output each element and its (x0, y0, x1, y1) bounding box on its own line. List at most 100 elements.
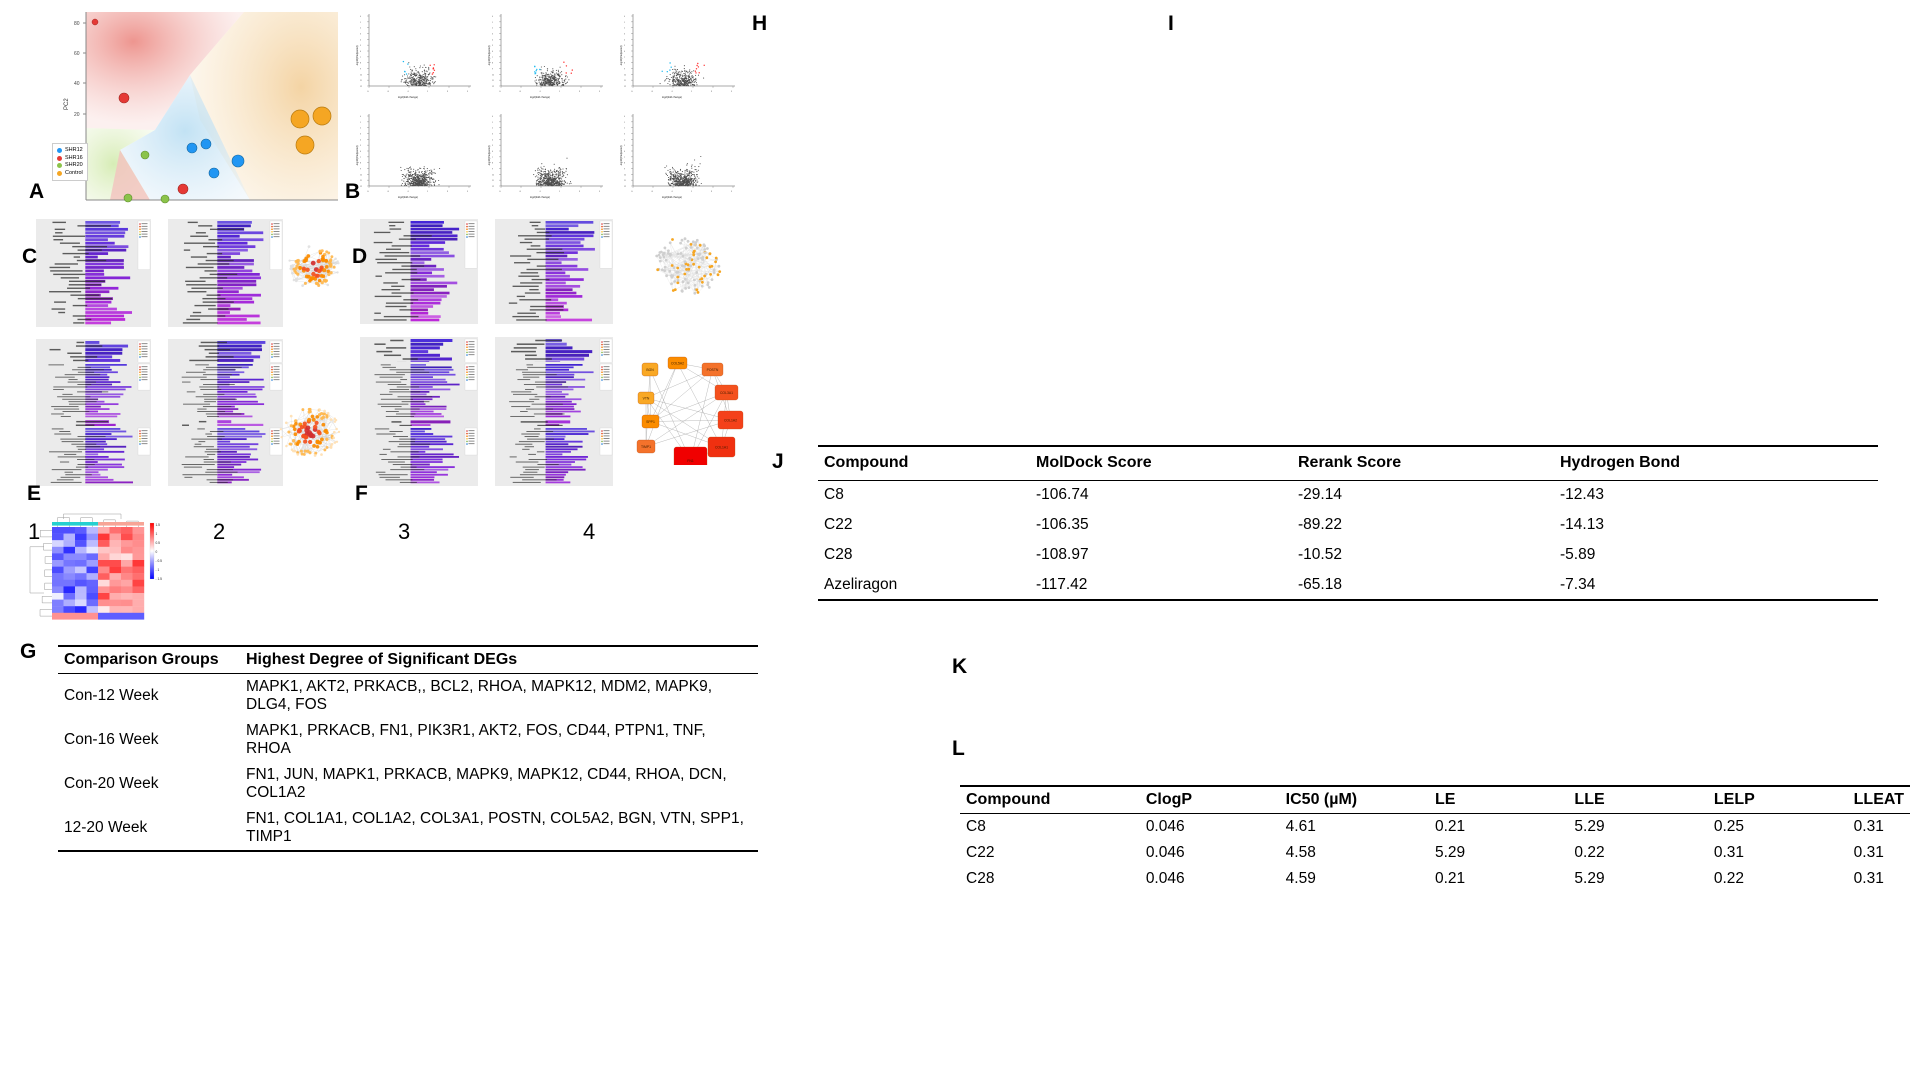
panel-label-f: F (355, 482, 368, 505)
svg-text:5: 5 (467, 191, 468, 193)
col-header-clogp: ClogP (1139, 785, 1280, 814)
go-bar-chart (36, 426, 151, 486)
heatmap-cell (63, 599, 76, 607)
heatmap-cell (109, 540, 122, 547)
svg-text:log2(fold change): log2(fold change) (530, 95, 550, 99)
svg-text:40: 40 (74, 81, 80, 87)
svg-text:12: 12 (360, 86, 362, 88)
table-header-row: Compound MolDock Score Rerank Score Hydr… (818, 445, 1878, 481)
heatmap-cell (98, 586, 110, 594)
pca-y-axis-label: PC2 (64, 98, 70, 110)
svg-text:-1: -1 (407, 191, 409, 193)
heatmap-cell (132, 560, 145, 567)
svg-text:-log10(Padjusted): -log10(Padjusted) (355, 145, 359, 166)
panel-label-g: G (20, 640, 37, 663)
go-bar-chart (36, 219, 151, 327)
svg-text:9: 9 (624, 169, 625, 171)
svg-text:log2(fold change): log2(fold change) (398, 95, 418, 99)
heatmap-cell (132, 612, 145, 620)
svg-text:2: 2 (624, 128, 625, 130)
svg-text:2: 2 (360, 28, 361, 30)
svg-text:-1: -1 (671, 91, 673, 93)
svg-text:5: 5 (624, 145, 625, 147)
table-row: Con-16 Week MAPK1, PRKACB, FN1, PIK3R1, … (58, 718, 758, 762)
svg-text:-3: -3 (387, 91, 389, 93)
svg-text:-log10(Padjusted): -log10(Padjusted) (487, 145, 491, 166)
panel-label-b: B (345, 180, 361, 203)
heatmap-cell (121, 599, 133, 607)
svg-text:3: 3 (711, 91, 712, 93)
heatmap-cell (121, 586, 133, 594)
table-row: C22 -106.35 -89.22 -14.13 (818, 510, 1878, 540)
heatmap-cell (98, 546, 110, 554)
go-bar-chart (168, 219, 283, 327)
heatmap-cell (75, 540, 87, 547)
heatmap-cell (109, 546, 122, 554)
svg-text:9: 9 (360, 169, 361, 171)
svg-text:9: 9 (624, 69, 625, 71)
svg-text:0: 0 (624, 116, 625, 118)
go-bar-chart (495, 362, 613, 420)
svg-text:5: 5 (599, 91, 600, 93)
heatmap-cell (63, 540, 76, 547)
table-row: C22 0.046 4.58 5.29 0.22 0.31 0.31 (960, 840, 1910, 866)
group-bar-b (98, 522, 144, 526)
svg-text:5: 5 (731, 191, 732, 193)
svg-text:-3: -3 (651, 191, 653, 193)
heatmap-cell (75, 533, 87, 541)
cell-compound: C28 (824, 546, 853, 563)
cell-ic50: 4.59 (1285, 870, 1316, 887)
heatmap-cell (86, 599, 99, 607)
heatmap-cell (63, 527, 76, 534)
svg-text:4: 4 (360, 39, 361, 41)
heatmap-cell (86, 553, 99, 561)
gene-node (714, 384, 739, 401)
svg-text:6: 6 (624, 51, 625, 53)
heatmap-cell (75, 599, 87, 607)
pca-legend-label-2: SHR20 (65, 162, 83, 168)
heatmap-cell (98, 540, 110, 547)
cell-moldock: -106.74 (1036, 486, 1089, 504)
panel-i-interactions (1182, 18, 1512, 428)
heatmap-cell (132, 533, 145, 541)
pca-legend-item-2: SHR20 (57, 162, 83, 170)
svg-text:5: 5 (467, 91, 468, 93)
svg-text:-5: -5 (367, 191, 369, 193)
svg-text:-log10(Padjusted): -log10(Padjusted) (355, 45, 359, 66)
heatmap-cell (121, 540, 133, 547)
heatmap-cell (109, 579, 122, 587)
svg-text:-5: -5 (367, 91, 369, 93)
heatmap-cell (109, 527, 122, 534)
heatmap-cell (52, 606, 64, 613)
col-header-compound: Compound (818, 445, 1030, 481)
svg-text:8: 8 (360, 163, 361, 165)
heatmap-cell (75, 573, 87, 580)
heatmap-cell (52, 612, 64, 620)
cell-genes: FN1, COL1A1, COL1A2, COL3A1, POSTN, COL5… (240, 806, 758, 852)
svg-text:3: 3 (360, 134, 361, 136)
color-scale (149, 522, 155, 580)
heatmap-group: 1.5 1 0.5 0- 0.5- 1- 1.5 (20, 505, 760, 645)
gene-node (637, 391, 655, 405)
heatmap-cell (98, 606, 110, 613)
heatmap-cell (52, 593, 64, 600)
heatmap-cell (98, 599, 110, 607)
svg-text:2: 2 (492, 28, 493, 30)
svg-text:VTN: VTN (643, 396, 650, 400)
heatmap-cell (63, 566, 76, 574)
svg-text:11: 11 (492, 80, 494, 82)
gene-node (636, 439, 656, 454)
go-bar-chart (360, 362, 478, 420)
heatmap-cell (75, 612, 87, 620)
svg-text:5: 5 (624, 45, 625, 47)
svg-text:3: 3 (711, 191, 712, 193)
cell-clogp: 0.046 (1145, 844, 1185, 861)
cell-rerank: -29.14 (1298, 486, 1342, 504)
table-row: Con-20 Week FN1, JUN, MAPK1, PRKACB, MAP… (58, 762, 758, 806)
svg-text:3: 3 (492, 34, 493, 36)
heatmap-cell (132, 553, 145, 561)
pca-legend-label-3: Control (65, 169, 83, 176)
svg-text:7: 7 (492, 57, 493, 59)
heatmap-cell (52, 553, 64, 561)
heatmap-cell (63, 612, 76, 620)
